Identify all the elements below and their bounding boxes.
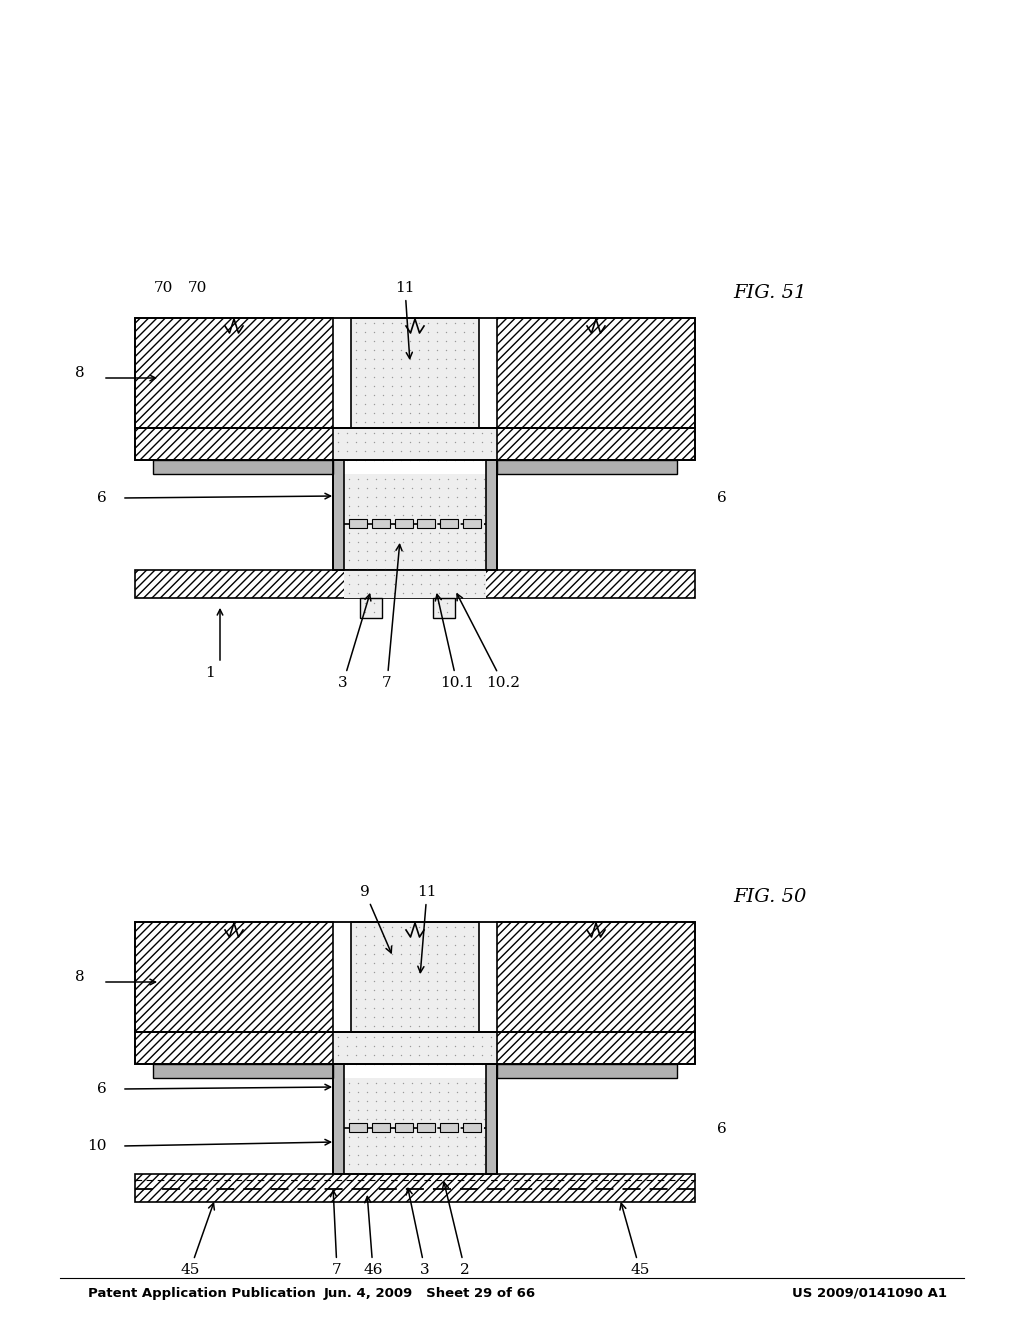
Text: FIG. 50: FIG. 50: [733, 888, 807, 906]
Bar: [418, 519, 435, 528]
Bar: [344, 1078, 486, 1173]
Text: 6: 6: [97, 1082, 106, 1096]
Text: 6: 6: [717, 1122, 727, 1137]
Text: 1: 1: [205, 667, 215, 680]
Text: 9: 9: [360, 884, 391, 953]
Bar: [351, 921, 479, 1032]
Text: 11: 11: [417, 884, 437, 973]
Text: 3: 3: [338, 594, 371, 690]
Bar: [440, 519, 459, 528]
Text: 45: 45: [180, 1204, 214, 1276]
Bar: [360, 598, 382, 618]
Bar: [153, 459, 333, 474]
Bar: [349, 1123, 367, 1133]
Bar: [463, 1123, 481, 1133]
Bar: [497, 1064, 677, 1078]
Bar: [135, 318, 695, 428]
Text: US 2009/0141090 A1: US 2009/0141090 A1: [793, 1287, 947, 1299]
Text: 7: 7: [331, 1191, 342, 1276]
Text: 8: 8: [76, 970, 85, 983]
Bar: [333, 1064, 344, 1173]
Bar: [372, 519, 390, 528]
Bar: [497, 1032, 695, 1064]
Bar: [135, 428, 333, 459]
Bar: [333, 1032, 497, 1064]
Bar: [135, 1032, 333, 1064]
Bar: [349, 519, 367, 528]
Bar: [394, 1123, 413, 1133]
Text: 6: 6: [97, 491, 106, 506]
Text: 3: 3: [407, 1188, 430, 1276]
Bar: [333, 459, 497, 570]
Bar: [351, 318, 479, 428]
Bar: [463, 519, 481, 528]
Bar: [135, 318, 333, 428]
Bar: [486, 459, 497, 570]
Text: 70: 70: [187, 281, 207, 294]
Bar: [333, 1064, 497, 1173]
Bar: [344, 570, 486, 598]
Bar: [497, 459, 677, 474]
Bar: [344, 474, 486, 570]
Bar: [135, 921, 695, 1032]
Bar: [351, 318, 479, 428]
Bar: [372, 1123, 390, 1133]
Bar: [333, 428, 497, 459]
Bar: [486, 1064, 497, 1173]
Bar: [440, 1123, 459, 1133]
Text: 7: 7: [382, 544, 402, 690]
Bar: [135, 1032, 695, 1064]
Text: 70: 70: [154, 281, 173, 294]
Bar: [135, 1173, 695, 1203]
Text: 2: 2: [442, 1183, 470, 1276]
Text: 10.1: 10.1: [435, 594, 474, 690]
Bar: [497, 921, 695, 1032]
Bar: [394, 519, 413, 528]
Text: Jun. 4, 2009   Sheet 29 of 66: Jun. 4, 2009 Sheet 29 of 66: [324, 1287, 536, 1299]
Bar: [153, 1064, 333, 1078]
Text: 11: 11: [395, 281, 415, 359]
Text: 6: 6: [717, 491, 727, 506]
Text: 10: 10: [87, 1139, 106, 1152]
Text: 8: 8: [76, 366, 85, 380]
Bar: [135, 428, 695, 459]
Bar: [497, 318, 695, 428]
Bar: [333, 459, 344, 570]
Bar: [135, 570, 695, 598]
Bar: [418, 1123, 435, 1133]
Bar: [351, 921, 479, 1032]
Text: FIG. 51: FIG. 51: [733, 284, 807, 302]
Text: 45: 45: [620, 1204, 649, 1276]
Text: Patent Application Publication: Patent Application Publication: [88, 1287, 315, 1299]
Text: 10.2: 10.2: [457, 594, 520, 690]
Text: 46: 46: [364, 1196, 383, 1276]
Bar: [497, 428, 695, 459]
Bar: [135, 921, 333, 1032]
Bar: [433, 598, 455, 618]
